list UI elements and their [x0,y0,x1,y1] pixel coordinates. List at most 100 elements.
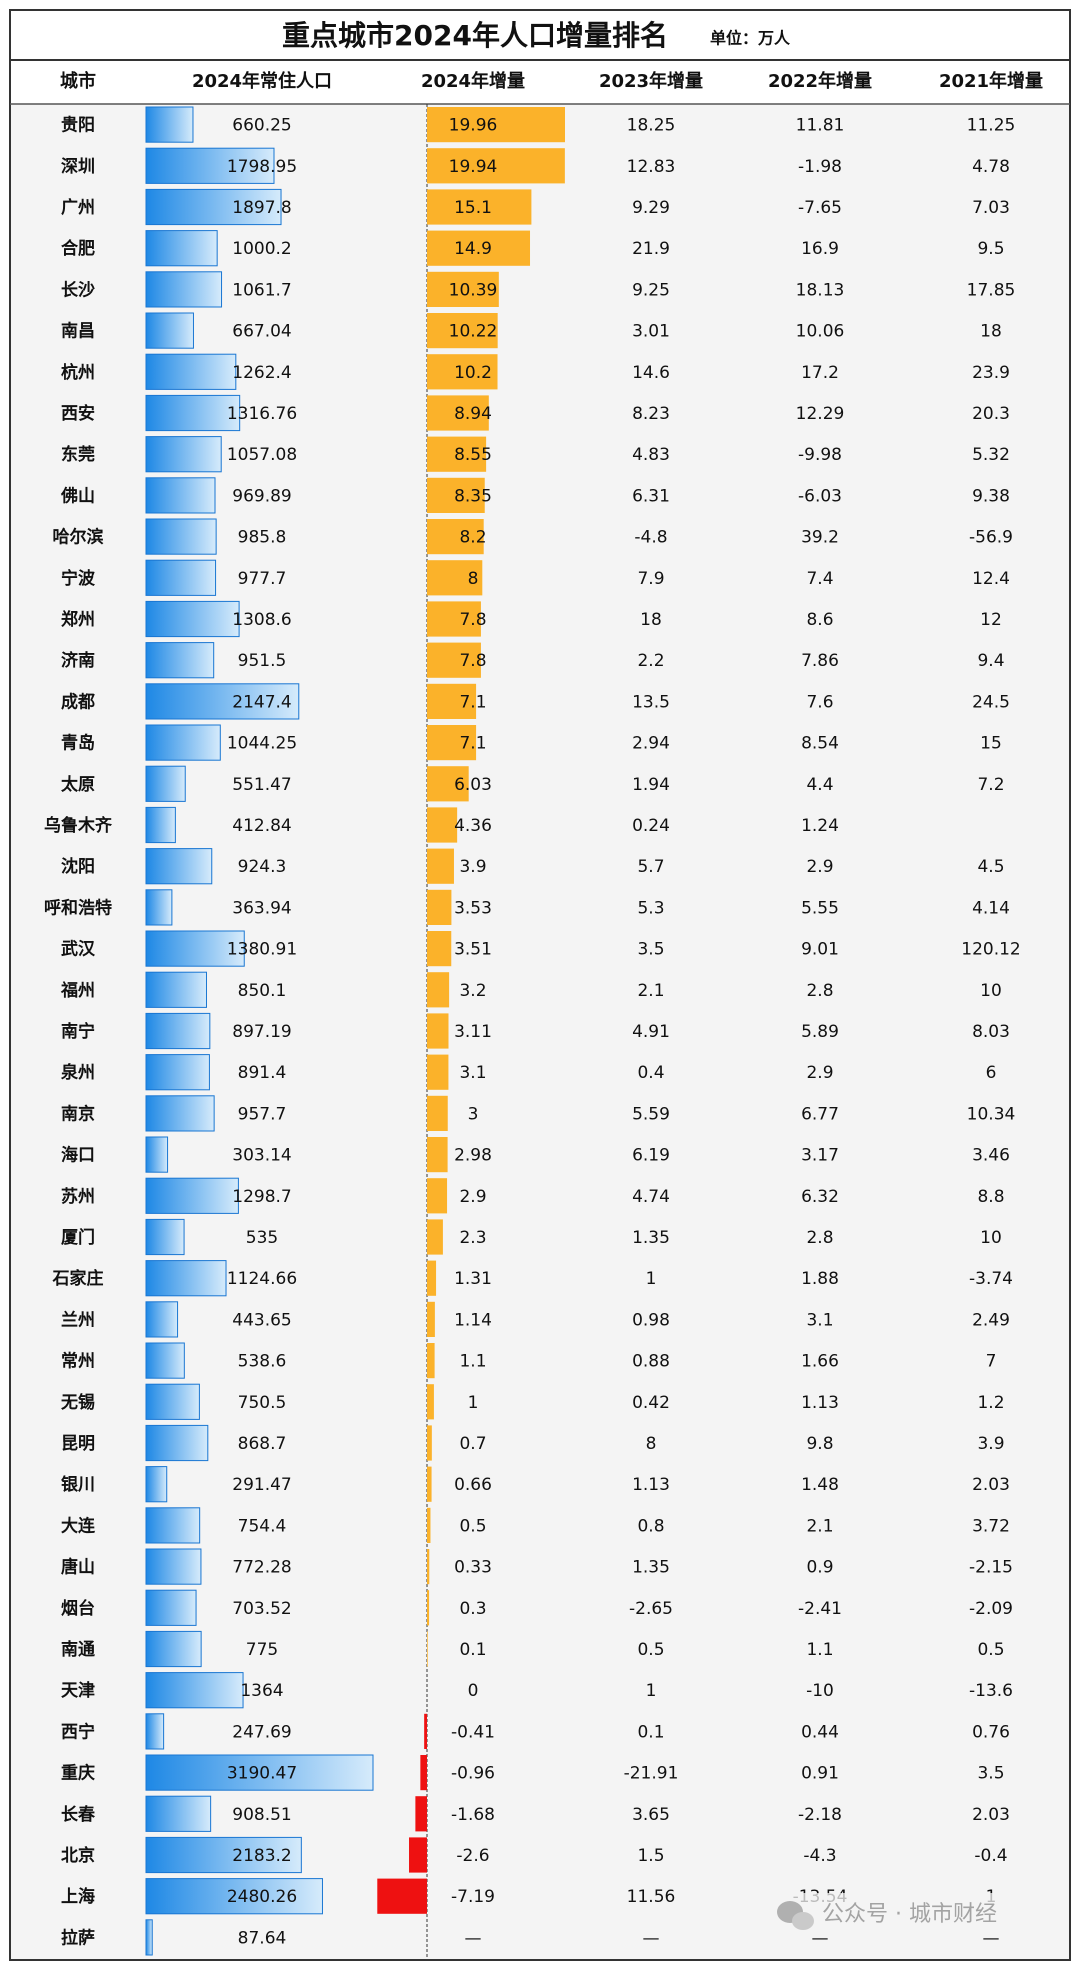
cell-value: 4.74 [632,1187,670,1207]
city-name: 合肥 [61,238,95,259]
city-name: 厦门 [61,1227,95,1248]
cell-value: 977.7 [238,569,287,589]
city-name: 烟台 [61,1598,95,1619]
column-header: 城市 [60,70,96,92]
cell-value: 363.94 [232,898,291,918]
city-name: 呼和浩特 [44,897,112,918]
increment-bar [427,1507,431,1543]
cell-value: -7.19 [451,1887,495,1907]
cell-value: 13.5 [632,692,670,712]
cell-value: 1308.6 [232,610,291,630]
cell-value: -1.68 [451,1805,495,1825]
population-bar [145,889,173,926]
cell-value: 24.5 [972,692,1010,712]
cell-value: -56.9 [969,528,1013,548]
city-name: 贵阳 [61,115,95,136]
increment-bar [427,1178,448,1214]
cell-value: 4.83 [632,445,670,465]
cell-value: 3.72 [972,1516,1010,1536]
cell-value: 6.32 [801,1187,839,1207]
increment-bar [427,354,498,390]
cell-value: 0.76 [972,1722,1010,1742]
population-bar [145,1301,179,1338]
cell-value: 19.96 [449,116,498,136]
cell-value: 0.66 [454,1475,492,1495]
cell-value: 8 [646,1434,657,1454]
cell-value: 9.25 [632,280,670,300]
city-name: 天津 [61,1680,95,1701]
cell-value: 7.4 [806,569,833,589]
watermark: 公众号 · 城市财经 [770,1893,1060,1937]
city-name: 成都 [61,691,95,712]
cell-value: 19.94 [449,157,498,177]
population-bar [145,1177,239,1214]
city-name: 银川 [61,1474,95,1495]
city-name: 上海 [61,1886,95,1907]
cell-value: 2.8 [806,981,833,1001]
city-name: 南通 [61,1639,95,1660]
cell-value: 1798.95 [227,157,297,177]
city-name: 拉萨 [61,1927,95,1948]
cell-value: -3.74 [969,1269,1013,1289]
cell-value: 15.1 [454,198,492,218]
cell-value: 120.12 [961,940,1020,960]
population-bar [145,230,218,267]
cell-value: 10 [980,981,1002,1001]
cell-value: 0.7 [459,1434,486,1454]
cell-value: 7.86 [801,651,839,671]
cell-value: 87.64 [238,1928,287,1948]
cell-value: 0.9 [806,1558,833,1578]
cell-value: -7.65 [798,198,842,218]
population-bar [145,1919,153,1956]
city-name: 济南 [61,650,95,671]
city-name: 大连 [61,1515,96,1536]
increment-bar [427,1549,430,1585]
population-bar [145,1383,200,1420]
cell-value: 1.13 [632,1475,670,1495]
cell-value: 1364 [240,1681,283,1701]
cell-value: 551.47 [232,775,291,795]
cell-value: 750.5 [238,1393,287,1413]
increment-bar [427,1095,448,1131]
cell-value: 0.5 [977,1640,1004,1660]
cell-value: 7.6 [806,692,833,712]
cell-value: 291.47 [232,1475,291,1495]
cell-value: 3.9 [977,1434,1004,1454]
cell-value: 7.1 [459,734,486,754]
increment-bar [427,560,483,596]
cell-value: 0.5 [459,1516,486,1536]
cell-value: 7.8 [459,651,486,671]
cell-value: 1000.2 [232,239,291,259]
cell-value: 1.48 [801,1475,839,1495]
increment-bar [427,725,477,761]
increment-bar [427,107,565,143]
population-bar [145,600,240,638]
cell-value: 3.53 [454,898,492,918]
cell-value: -13.6 [969,1681,1013,1701]
cell-value: 1.35 [632,1228,670,1248]
cell-value: 1.88 [801,1269,839,1289]
cell-value: 10.2 [454,363,492,383]
cell-value: 4.14 [972,898,1010,918]
cell-value: 0.3 [459,1599,486,1619]
cell-value: 10 [980,1228,1002,1248]
cell-value: 5.59 [632,1104,670,1124]
cell-value: -1.98 [798,157,842,177]
population-bar [145,1713,165,1750]
population-bar [145,1672,244,1709]
cell-value: 7 [986,1352,997,1372]
cell-value: 1.2 [977,1393,1004,1413]
city-name: 郑州 [61,609,95,630]
cell-value: 14.9 [454,239,492,259]
cell-value: 969.89 [232,486,291,506]
population-bar [145,518,217,555]
cell-value: 0.24 [632,816,670,836]
increment-bar [427,436,487,472]
cell-value: 6.19 [632,1146,670,1166]
cell-value: 12 [980,610,1002,630]
watermark-text: 公众号 · 城市财经 [822,1902,997,1927]
cell-value: 0.98 [632,1310,670,1330]
cell-value: 20.3 [972,404,1010,424]
cell-value: 2.9 [806,857,833,877]
cell-value: 5.89 [801,1022,839,1042]
